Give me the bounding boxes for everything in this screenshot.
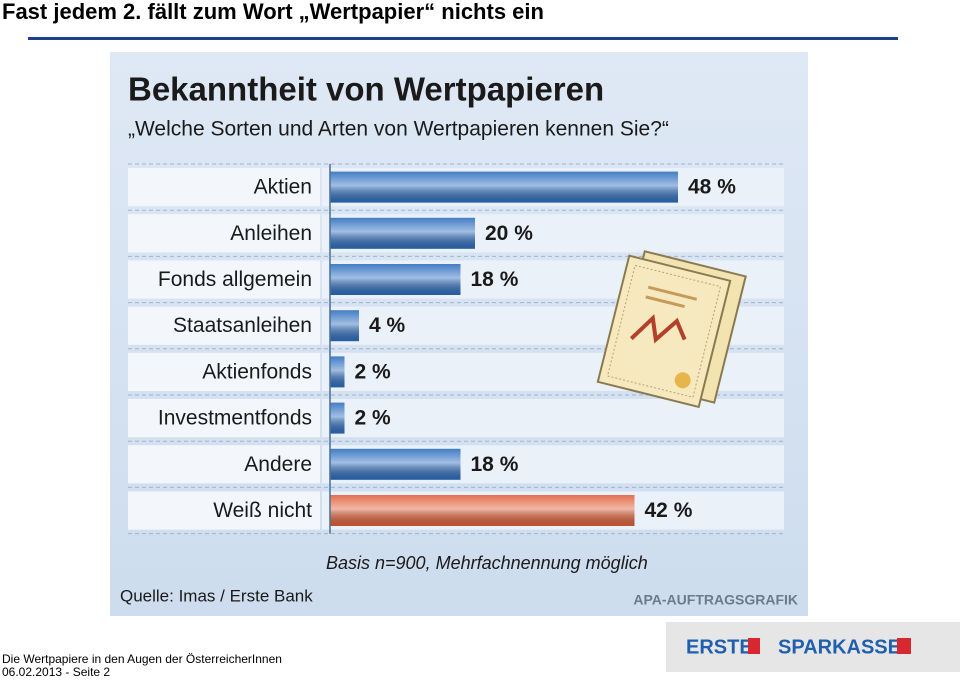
chart-source: Quelle: Imas / Erste Bank — [120, 586, 313, 605]
bar-shine — [330, 310, 359, 342]
rows: Aktien 48 % Anleihen 20 % Fonds allgemein 18 … — [128, 163, 784, 535]
slide-title: Fast jedem 2. fällt zum Wort „Wertpapier… — [2, 0, 544, 24]
value-label: 2 % — [355, 360, 392, 383]
bar-shine — [330, 171, 678, 203]
bar-shine — [330, 402, 345, 434]
chart-note: Basis n=900, Mehrfachnennung möglich — [326, 553, 648, 573]
bar-shine — [330, 448, 461, 480]
value-label: 42 % — [645, 499, 693, 522]
value-label: 4 % — [369, 314, 406, 337]
chart-credit: APA-AUFTRAGSGRAFIK — [633, 592, 798, 608]
logo: SPARKASSE — [778, 636, 901, 658]
chart-title: Bekanntheit von Wertpapieren — [128, 71, 604, 108]
row-label-bg — [128, 399, 320, 438]
bar-shine — [330, 356, 345, 388]
row-label-bg — [128, 306, 320, 345]
bar-shine — [330, 495, 635, 526]
logo-icon — [748, 638, 760, 654]
value-label: 2 % — [355, 407, 392, 430]
category-label: Investmentfonds — [158, 407, 312, 430]
row-label-bg — [128, 260, 320, 299]
category-label: Anleihen — [230, 222, 312, 245]
logo: ERSTE — [686, 636, 753, 658]
row-label-bg — [128, 445, 320, 484]
footer-line: Die Wertpapiere in den Augen der Österre… — [2, 652, 282, 666]
bar-shine — [330, 264, 461, 295]
row-label-bg — [128, 352, 320, 391]
category-label: Aktien — [254, 176, 312, 199]
category-label: Andere — [244, 453, 312, 476]
row-label-bg — [128, 168, 320, 207]
value-label: 48 % — [688, 176, 736, 199]
logo-icon — [897, 638, 911, 654]
category-label: Fonds allgemein — [158, 268, 312, 291]
chart-subtitle: „Welche Sorten und Arten von Wertpapiere… — [128, 118, 669, 141]
value-label: 18 % — [471, 268, 519, 291]
document-illustration — [596, 250, 747, 409]
row-label-bg — [128, 214, 320, 253]
footer-line: 06.02.2013 - Seite 2 — [2, 665, 110, 676]
category-label: Staatsanleihen — [173, 314, 312, 337]
category-label: Aktienfonds — [202, 360, 312, 383]
row-bg — [322, 399, 784, 438]
title-rule — [28, 37, 898, 40]
value-label: 20 % — [485, 222, 533, 245]
row-label-bg — [128, 491, 320, 530]
bar-shine — [330, 217, 475, 249]
category-label: Weiß nicht — [213, 499, 312, 522]
value-label: 18 % — [471, 453, 519, 476]
